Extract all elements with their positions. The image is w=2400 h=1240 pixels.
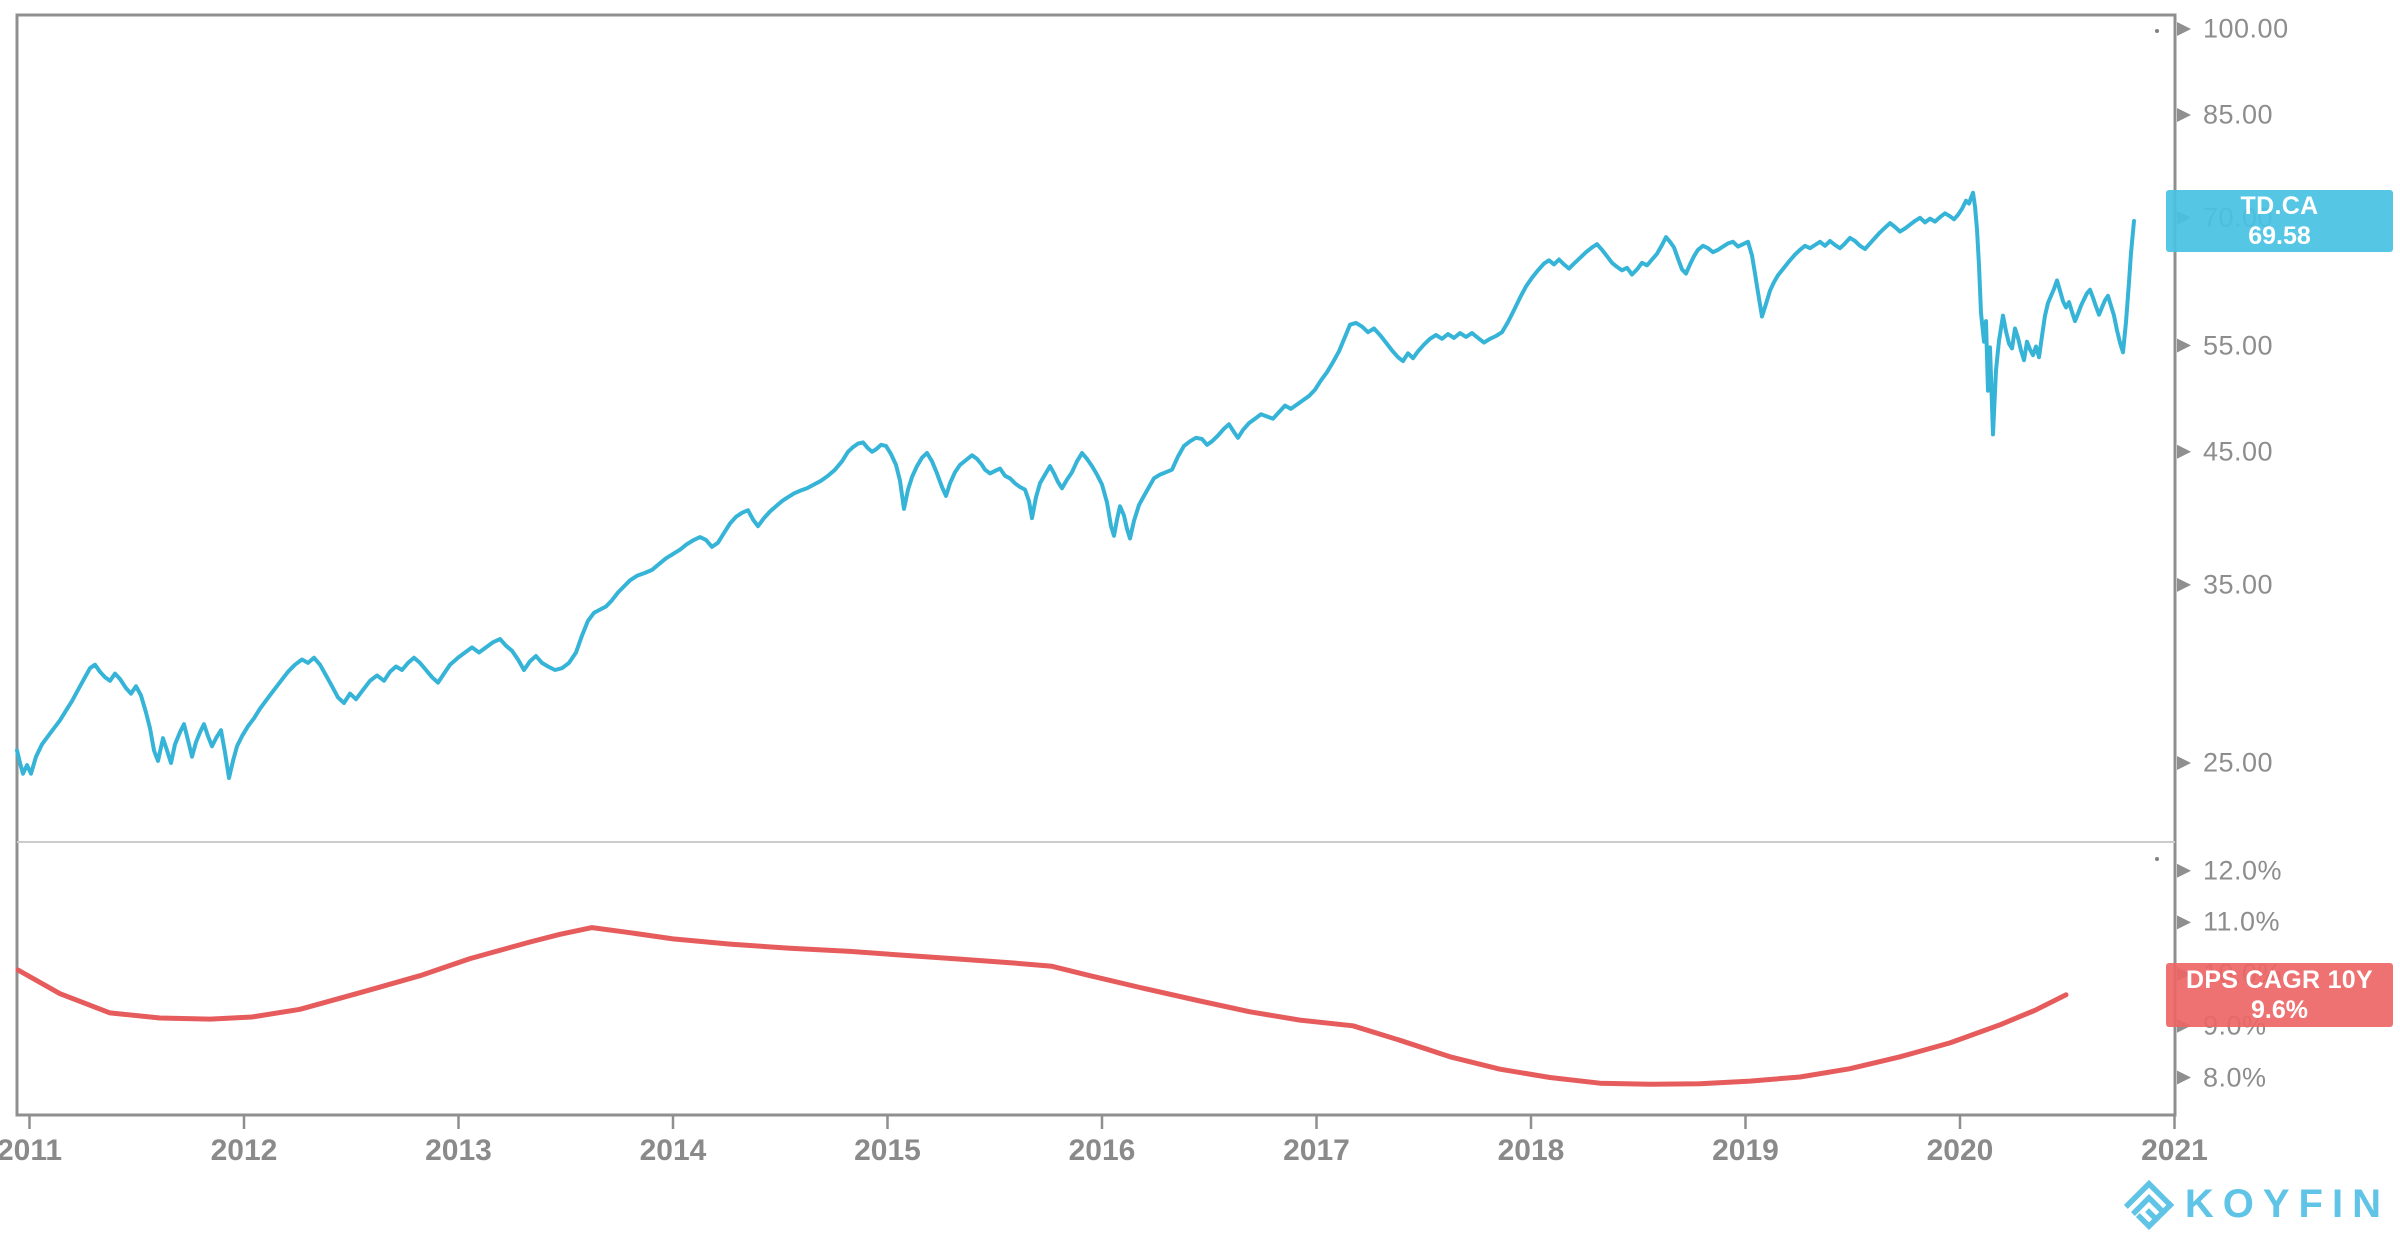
price-tick-label-85: 85.00 bbox=[2203, 99, 2274, 130]
pct-tick-label-12: 12.0% bbox=[2203, 855, 2283, 886]
x-tick-label-2019: 2019 bbox=[1712, 1134, 1779, 1167]
dps-last-value-badge: DPS CAGR 10Y 9.6% bbox=[2166, 962, 2393, 1027]
x-tick-label-2012: 2012 bbox=[210, 1134, 278, 1167]
price-tick-label-55: 55.00 bbox=[2203, 330, 2274, 361]
price-tick-arrow-55 bbox=[2177, 338, 2191, 353]
x-tick-label-2014: 2014 bbox=[639, 1134, 707, 1167]
price-tick-arrow-25 bbox=[2177, 756, 2191, 771]
pct-tick-label-11: 11.0% bbox=[2203, 906, 2281, 937]
pct-tick-arrow-12 bbox=[2177, 863, 2191, 878]
price-last-value-badge: TD.CA 69.58 bbox=[2166, 190, 2393, 252]
price-tick-label-35: 35.00 bbox=[2203, 569, 2274, 600]
axis-handle-dot-bottom bbox=[2155, 857, 2159, 861]
price-tick-arrow-45 bbox=[2177, 444, 2191, 459]
price-tick-label-100: 100.00 bbox=[2203, 13, 2289, 44]
x-tick-label-2011: 2011 bbox=[0, 1134, 63, 1167]
dps-badge-series: DPS CAGR 10Y bbox=[2186, 965, 2373, 994]
price-line-td-ca bbox=[15, 190, 2136, 780]
x-tick-label-2016: 2016 bbox=[1068, 1134, 1136, 1167]
x-tick-label-2018: 2018 bbox=[1497, 1134, 1565, 1167]
price-tick-arrow-35 bbox=[2177, 577, 2191, 592]
price-tick-label-25: 25.00 bbox=[2203, 747, 2274, 778]
dps-badge-value: 9.6% bbox=[2251, 995, 2308, 1024]
x-tick-label-2021: 2021 bbox=[2141, 1134, 2208, 1167]
dps-cagr-line bbox=[15, 925, 2069, 1087]
koyfin-watermark: KOYFIN bbox=[2123, 1178, 2390, 1230]
price-tick-arrow-100 bbox=[2177, 21, 2191, 36]
koyfin-logo-text: KOYFIN bbox=[2184, 1181, 2390, 1226]
price-badge-value: 69.58 bbox=[2248, 222, 2311, 250]
price-tick-label-45: 45.00 bbox=[2203, 436, 2274, 467]
x-tick-label-2015: 2015 bbox=[854, 1134, 921, 1167]
pct-tick-arrow-8 bbox=[2177, 1070, 2191, 1085]
chart-frame bbox=[15, 13, 2177, 1117]
x-tick-label-2020: 2020 bbox=[1926, 1134, 1994, 1167]
axis-handle-dot-top bbox=[2155, 29, 2159, 33]
x-tick-label-2017: 2017 bbox=[1283, 1134, 1350, 1167]
pct-tick-arrow-11 bbox=[2177, 915, 2191, 930]
x-tick-label-2013: 2013 bbox=[425, 1134, 492, 1167]
price-badge-ticker: TD.CA bbox=[2240, 192, 2319, 220]
pct-tick-label-8: 8.0% bbox=[2203, 1062, 2267, 1092]
koyfin-logo-icon bbox=[2123, 1179, 2174, 1230]
price-tick-arrow-85 bbox=[2177, 108, 2191, 123]
